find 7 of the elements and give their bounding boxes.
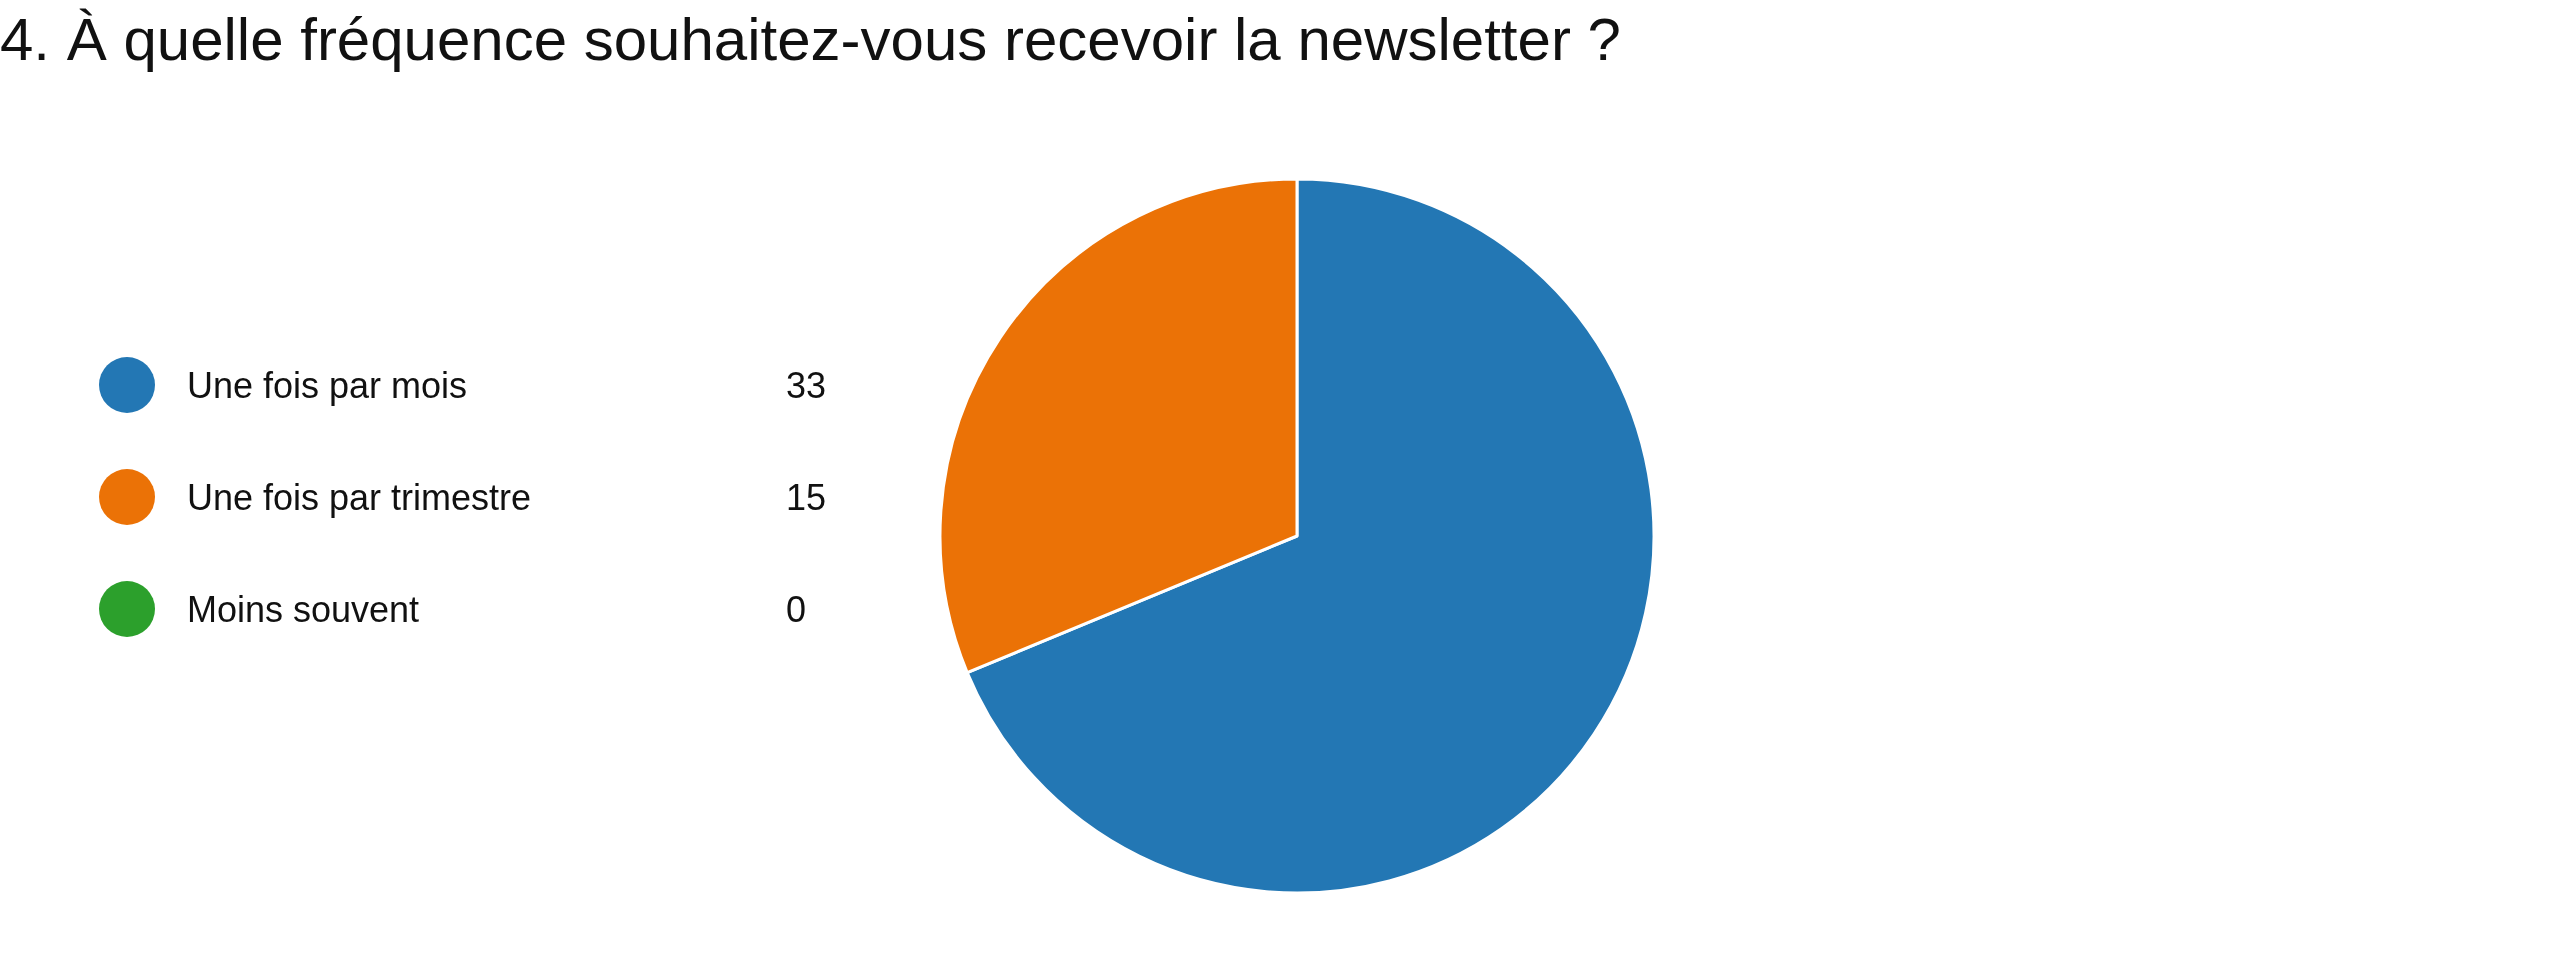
legend-label: Une fois par trimestre [187, 477, 532, 518]
data-label: 33 [786, 365, 827, 406]
chart-title: 4. À quelle fréquence souhaitez-vous recevoir la newsletter ? [0, 6, 1621, 73]
text: 0 [786, 589, 807, 630]
legend-label: Moins souvent [187, 589, 420, 630]
legend-label: Une fois par mois [187, 365, 468, 406]
data-label: 15 [786, 477, 827, 518]
